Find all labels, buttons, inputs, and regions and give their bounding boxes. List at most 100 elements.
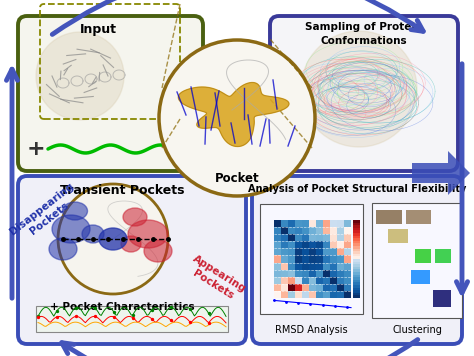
Bar — [330, 277, 337, 284]
Point — [34, 315, 42, 320]
Bar — [344, 234, 351, 241]
Bar — [353, 228, 360, 230]
Bar — [288, 227, 295, 234]
Bar — [309, 262, 316, 269]
Bar — [353, 246, 360, 248]
Bar — [323, 291, 330, 298]
Bar — [353, 233, 360, 236]
Bar — [330, 269, 337, 277]
Point — [205, 310, 212, 316]
Bar — [344, 220, 351, 227]
Bar — [353, 288, 360, 290]
Bar — [353, 295, 360, 298]
Point — [34, 314, 42, 319]
Point — [72, 305, 80, 310]
Bar — [353, 262, 360, 264]
Bar — [288, 269, 295, 277]
Bar — [274, 269, 281, 277]
Ellipse shape — [128, 220, 168, 248]
Bar — [344, 241, 351, 248]
Bar — [281, 220, 288, 227]
Circle shape — [159, 40, 315, 196]
Bar — [295, 262, 302, 269]
Bar — [295, 227, 302, 234]
Bar — [302, 234, 309, 241]
Bar — [309, 256, 316, 262]
Bar — [295, 248, 302, 256]
Bar — [330, 248, 337, 256]
Bar — [316, 241, 323, 248]
Bar — [353, 230, 360, 233]
Point — [91, 305, 99, 311]
Ellipse shape — [123, 208, 147, 226]
Bar — [281, 277, 288, 284]
Bar — [353, 277, 360, 280]
Bar — [353, 225, 360, 228]
Bar — [281, 241, 288, 248]
Bar — [260, 204, 363, 314]
Bar — [353, 222, 360, 225]
Bar — [274, 220, 281, 227]
Bar — [353, 254, 360, 256]
Point — [167, 304, 174, 310]
Point — [110, 309, 118, 315]
Bar — [295, 269, 302, 277]
Bar — [323, 220, 330, 227]
Bar — [274, 291, 281, 298]
Bar — [302, 227, 309, 234]
Bar — [274, 277, 281, 284]
Bar — [435, 249, 451, 263]
Point — [53, 308, 61, 314]
Bar — [337, 262, 344, 269]
Bar — [323, 248, 330, 256]
Point — [110, 314, 118, 320]
Polygon shape — [178, 83, 289, 147]
Bar — [274, 241, 281, 248]
Bar — [309, 291, 316, 298]
Text: Appearing
Pockets: Appearing Pockets — [184, 253, 248, 305]
Bar — [288, 241, 295, 248]
Bar — [376, 210, 401, 224]
Bar — [281, 284, 288, 291]
Ellipse shape — [144, 240, 172, 262]
Bar — [344, 291, 351, 298]
Bar — [344, 227, 351, 234]
Bar — [330, 227, 337, 234]
Bar — [316, 277, 323, 284]
Bar — [309, 227, 316, 234]
Bar — [344, 262, 351, 269]
Bar — [353, 220, 360, 222]
Bar — [281, 234, 288, 241]
Point — [129, 315, 137, 320]
Bar — [353, 293, 360, 295]
Bar — [302, 269, 309, 277]
FancyBboxPatch shape — [252, 176, 462, 344]
Bar — [433, 290, 451, 307]
Bar — [330, 256, 337, 262]
Bar — [323, 284, 330, 291]
Text: + Pocket Characteristics: + Pocket Characteristics — [50, 302, 194, 312]
Bar — [353, 251, 360, 254]
Bar — [316, 220, 323, 227]
Ellipse shape — [63, 202, 88, 220]
Bar — [316, 227, 323, 234]
Bar — [295, 256, 302, 262]
Bar — [309, 241, 316, 248]
Bar — [309, 220, 316, 227]
Bar — [302, 262, 309, 269]
Bar — [309, 234, 316, 241]
Bar — [295, 284, 302, 291]
Point — [186, 306, 193, 312]
Bar — [316, 291, 323, 298]
Bar — [344, 256, 351, 262]
Bar — [353, 256, 360, 259]
Text: +: + — [27, 139, 46, 159]
Bar — [337, 234, 344, 241]
Bar — [323, 234, 330, 241]
Bar — [302, 291, 309, 298]
Bar — [288, 291, 295, 298]
Bar — [415, 249, 431, 263]
Text: Input: Input — [80, 23, 117, 37]
Bar — [323, 269, 330, 277]
Bar — [353, 285, 360, 288]
